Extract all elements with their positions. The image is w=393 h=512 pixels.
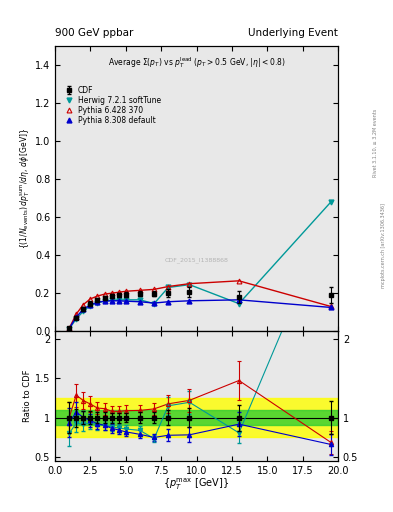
Legend: CDF, Herwig 7.2.1 softTune, Pythia 6.428 370, Pythia 8.308 default: CDF, Herwig 7.2.1 softTune, Pythia 6.428… (62, 84, 162, 126)
Bar (55, 410, 338, 425)
Pythia 6.428 370 (81, 302, 86, 308)
Line: Pythia 8.308 default: Pythia 8.308 default (67, 297, 333, 331)
Pythia 8.308 default (67, 326, 72, 332)
Line: Herwig 7.2.1 softTune: Herwig 7.2.1 softTune (67, 200, 333, 331)
Pythia 8.308 default (95, 299, 100, 305)
Herwig 7.2.1 softTune (237, 301, 241, 307)
Text: Average $\Sigma(p_T)$ vs $p_T^\mathrm{lead}$ ($p_T > 0.5$ GeV, $|\eta| < 0.8$): Average $\Sigma(p_T)$ vs $p_T^\mathrm{le… (108, 55, 285, 70)
Herwig 7.2.1 softTune (329, 199, 333, 205)
Pythia 8.308 default (116, 297, 121, 304)
Pythia 6.428 370 (88, 296, 93, 302)
Pythia 6.428 370 (329, 304, 333, 310)
Pythia 6.428 370 (237, 278, 241, 284)
Bar (55, 398, 338, 437)
Herwig 7.2.1 softTune (123, 297, 128, 303)
Pythia 6.428 370 (74, 311, 79, 317)
Pythia 8.308 default (109, 297, 114, 304)
Pythia 8.308 default (187, 297, 192, 304)
Pythia 8.308 default (166, 298, 171, 305)
Pythia 8.308 default (138, 298, 142, 305)
Pythia 6.428 370 (187, 281, 192, 287)
Pythia 8.308 default (102, 298, 107, 304)
Herwig 7.2.1 softTune (138, 297, 142, 303)
Text: Underlying Event: Underlying Event (248, 28, 338, 38)
Herwig 7.2.1 softTune (109, 297, 114, 303)
Pythia 6.428 370 (67, 325, 72, 331)
Herwig 7.2.1 softTune (166, 284, 171, 290)
Herwig 7.2.1 softTune (116, 297, 121, 303)
Pythia 8.308 default (237, 297, 241, 303)
Herwig 7.2.1 softTune (152, 301, 156, 307)
Pythia 8.308 default (81, 306, 86, 312)
Pythia 6.428 370 (109, 290, 114, 296)
Pythia 8.308 default (152, 300, 156, 306)
Pythia 8.308 default (123, 298, 128, 304)
Pythia 8.308 default (329, 304, 333, 310)
Line: Pythia 6.428 370: Pythia 6.428 370 (67, 279, 333, 331)
Pythia 6.428 370 (116, 289, 121, 295)
Pythia 6.428 370 (123, 288, 128, 294)
Text: CDF_2015_I1388868: CDF_2015_I1388868 (165, 257, 228, 263)
Pythia 6.428 370 (95, 293, 100, 299)
Pythia 8.308 default (74, 314, 79, 320)
Text: Rivet 3.1.10, ≥ 3.2M events: Rivet 3.1.10, ≥ 3.2M events (373, 109, 378, 178)
Pythia 6.428 370 (138, 287, 142, 293)
Text: 900 GeV ppbar: 900 GeV ppbar (55, 28, 133, 38)
Herwig 7.2.1 softTune (95, 300, 100, 306)
Herwig 7.2.1 softTune (187, 282, 192, 288)
Y-axis label: $\{(1/N_\mathrm{events})\,dp_T^\mathrm{sum}/d\eta,\,d\phi\,[\mathrm{GeV}]\}$: $\{(1/N_\mathrm{events})\,dp_T^\mathrm{s… (18, 128, 32, 249)
Herwig 7.2.1 softTune (67, 326, 72, 332)
Y-axis label: Ratio to CDF: Ratio to CDF (23, 370, 32, 422)
Pythia 6.428 370 (166, 284, 171, 290)
X-axis label: $\{p_T^\mathrm{max}\ [\mathrm{GeV}]\}$: $\{p_T^\mathrm{max}\ [\mathrm{GeV}]\}$ (163, 477, 230, 493)
Herwig 7.2.1 softTune (81, 308, 86, 314)
Herwig 7.2.1 softTune (74, 316, 79, 322)
Herwig 7.2.1 softTune (102, 298, 107, 304)
Pythia 8.308 default (88, 302, 93, 308)
Pythia 6.428 370 (102, 291, 107, 297)
Text: mcplots.cern.ch [arXiv:1306.3436]: mcplots.cern.ch [arXiv:1306.3436] (381, 203, 386, 288)
Herwig 7.2.1 softTune (88, 303, 93, 309)
Pythia 6.428 370 (152, 286, 156, 292)
